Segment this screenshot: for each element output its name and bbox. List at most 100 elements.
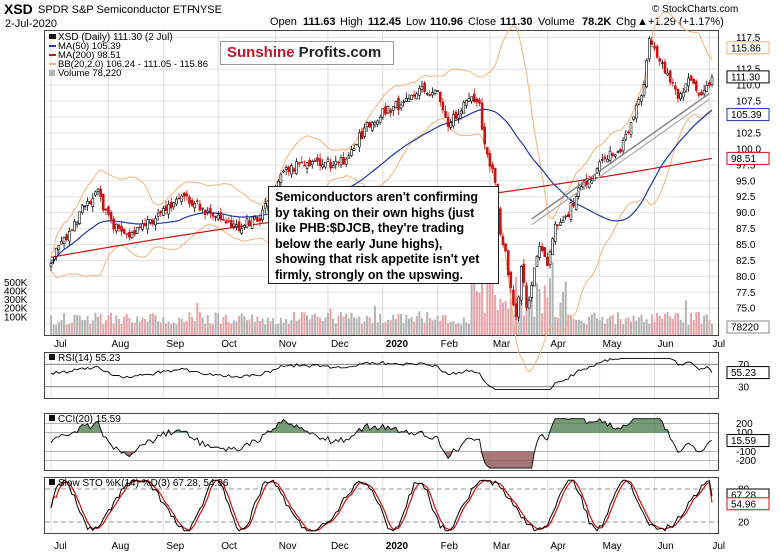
candle-body bbox=[52, 259, 55, 261]
volume-bar bbox=[78, 315, 81, 335]
candle-body bbox=[438, 91, 442, 103]
volume-bar bbox=[324, 317, 327, 335]
candle-body bbox=[248, 220, 251, 227]
candle-body bbox=[339, 157, 343, 166]
candle-body bbox=[410, 94, 413, 100]
volume-bar bbox=[298, 319, 301, 335]
candle-body bbox=[352, 148, 356, 151]
legend-swatch-volume bbox=[49, 70, 55, 76]
candle-body bbox=[486, 147, 489, 155]
price-tick-label: 107.5 bbox=[736, 97, 761, 108]
candle-body bbox=[553, 223, 557, 242]
volume-bar bbox=[235, 321, 238, 335]
volume-bar bbox=[572, 318, 575, 335]
xlabel-upper: May bbox=[603, 339, 622, 350]
badge-ma200-bg bbox=[726, 151, 770, 165]
volume-bar bbox=[52, 324, 55, 335]
candle-body bbox=[245, 218, 249, 228]
candle-body bbox=[674, 85, 677, 90]
candle-body bbox=[167, 204, 170, 215]
volume-bar bbox=[329, 308, 332, 335]
price-tick-label: 77.5 bbox=[736, 288, 756, 299]
candle-body bbox=[316, 157, 319, 162]
candle-body bbox=[428, 94, 432, 97]
volume-bar bbox=[120, 323, 123, 335]
volume-bar bbox=[535, 283, 538, 335]
volume-bar bbox=[292, 312, 295, 335]
volume-bar bbox=[272, 318, 275, 335]
badge-ma50-bg bbox=[726, 108, 770, 122]
volume-bar bbox=[264, 324, 267, 335]
candle-body bbox=[75, 222, 79, 225]
candle-body bbox=[86, 201, 89, 206]
candle-body bbox=[653, 45, 656, 49]
candle-body bbox=[350, 149, 353, 156]
candle-body bbox=[517, 296, 520, 318]
candle-body bbox=[130, 232, 134, 238]
candle-body bbox=[81, 204, 84, 214]
candle-body bbox=[402, 101, 406, 103]
legend-ma200: MA(200) 98.51 bbox=[58, 50, 121, 61]
volume-bar bbox=[439, 320, 442, 335]
volume-bar bbox=[551, 262, 554, 335]
volume-bar bbox=[596, 318, 599, 335]
candle-body bbox=[83, 205, 87, 208]
candle-body bbox=[290, 165, 293, 175]
candle-body bbox=[99, 188, 102, 197]
badge-volume-bg bbox=[726, 320, 770, 334]
volume-bar bbox=[217, 313, 220, 335]
candle-body bbox=[337, 161, 340, 164]
candlesticks bbox=[49, 35, 714, 322]
cci-panel-frame bbox=[44, 413, 719, 471]
volume-bar bbox=[60, 319, 63, 335]
volume-bar bbox=[238, 316, 241, 335]
candle-body bbox=[616, 151, 620, 153]
candle-body bbox=[462, 101, 466, 114]
candle-body bbox=[705, 85, 709, 92]
volume-bar bbox=[468, 323, 471, 335]
trendline-channel bbox=[531, 92, 710, 226]
volume-bar bbox=[462, 317, 465, 335]
volume-bar bbox=[68, 323, 71, 335]
candle-body bbox=[561, 219, 565, 223]
sunshine-profits-logo: Sunshine Profits.com bbox=[220, 41, 394, 65]
candle-body bbox=[94, 191, 97, 196]
volume-bar bbox=[530, 281, 533, 335]
volume-bar bbox=[387, 319, 390, 335]
volume-bar bbox=[512, 314, 515, 335]
volume-bar bbox=[277, 323, 280, 335]
price-tick-label: 92.5 bbox=[736, 192, 756, 203]
volume-bar bbox=[83, 320, 86, 335]
volume-bar bbox=[183, 321, 186, 335]
volume-bar bbox=[677, 313, 680, 335]
candle-body bbox=[122, 229, 126, 234]
candle-body bbox=[681, 91, 685, 98]
badge-rsi-bg bbox=[726, 366, 770, 380]
candle-body bbox=[347, 155, 351, 159]
badge-cci: 15.59 bbox=[731, 436, 756, 447]
volume-bar bbox=[671, 318, 674, 335]
candle-body bbox=[556, 224, 560, 226]
volume-bar bbox=[104, 320, 107, 335]
candle-body bbox=[472, 93, 476, 103]
candle-body bbox=[222, 218, 225, 221]
price-tick-label: 87.5 bbox=[736, 224, 756, 235]
candle-body bbox=[407, 98, 411, 103]
candle-body bbox=[182, 192, 186, 197]
volume-bar bbox=[381, 323, 384, 335]
volume-bar bbox=[157, 321, 160, 335]
volume-bar bbox=[196, 302, 199, 335]
volume-bar bbox=[478, 292, 481, 335]
candle-body bbox=[154, 218, 157, 226]
volume-bar bbox=[650, 314, 653, 335]
volume-bar bbox=[172, 322, 175, 335]
xlabel-lower: Aug bbox=[111, 541, 129, 552]
volume-bar bbox=[567, 314, 570, 335]
volume-bar bbox=[632, 315, 635, 335]
high-label: High bbox=[340, 16, 363, 28]
legend-bb: BB(20,2.0) 106.24 - 111.05 - 115.86 bbox=[58, 59, 208, 70]
ma50-line bbox=[50, 108, 713, 265]
stoch-legend: Slow STO %K(14) %D(3) 67.28, 54.96 bbox=[58, 478, 229, 489]
badge-bb-upper: 115.86 bbox=[731, 43, 761, 54]
close-label: Close bbox=[468, 16, 496, 28]
